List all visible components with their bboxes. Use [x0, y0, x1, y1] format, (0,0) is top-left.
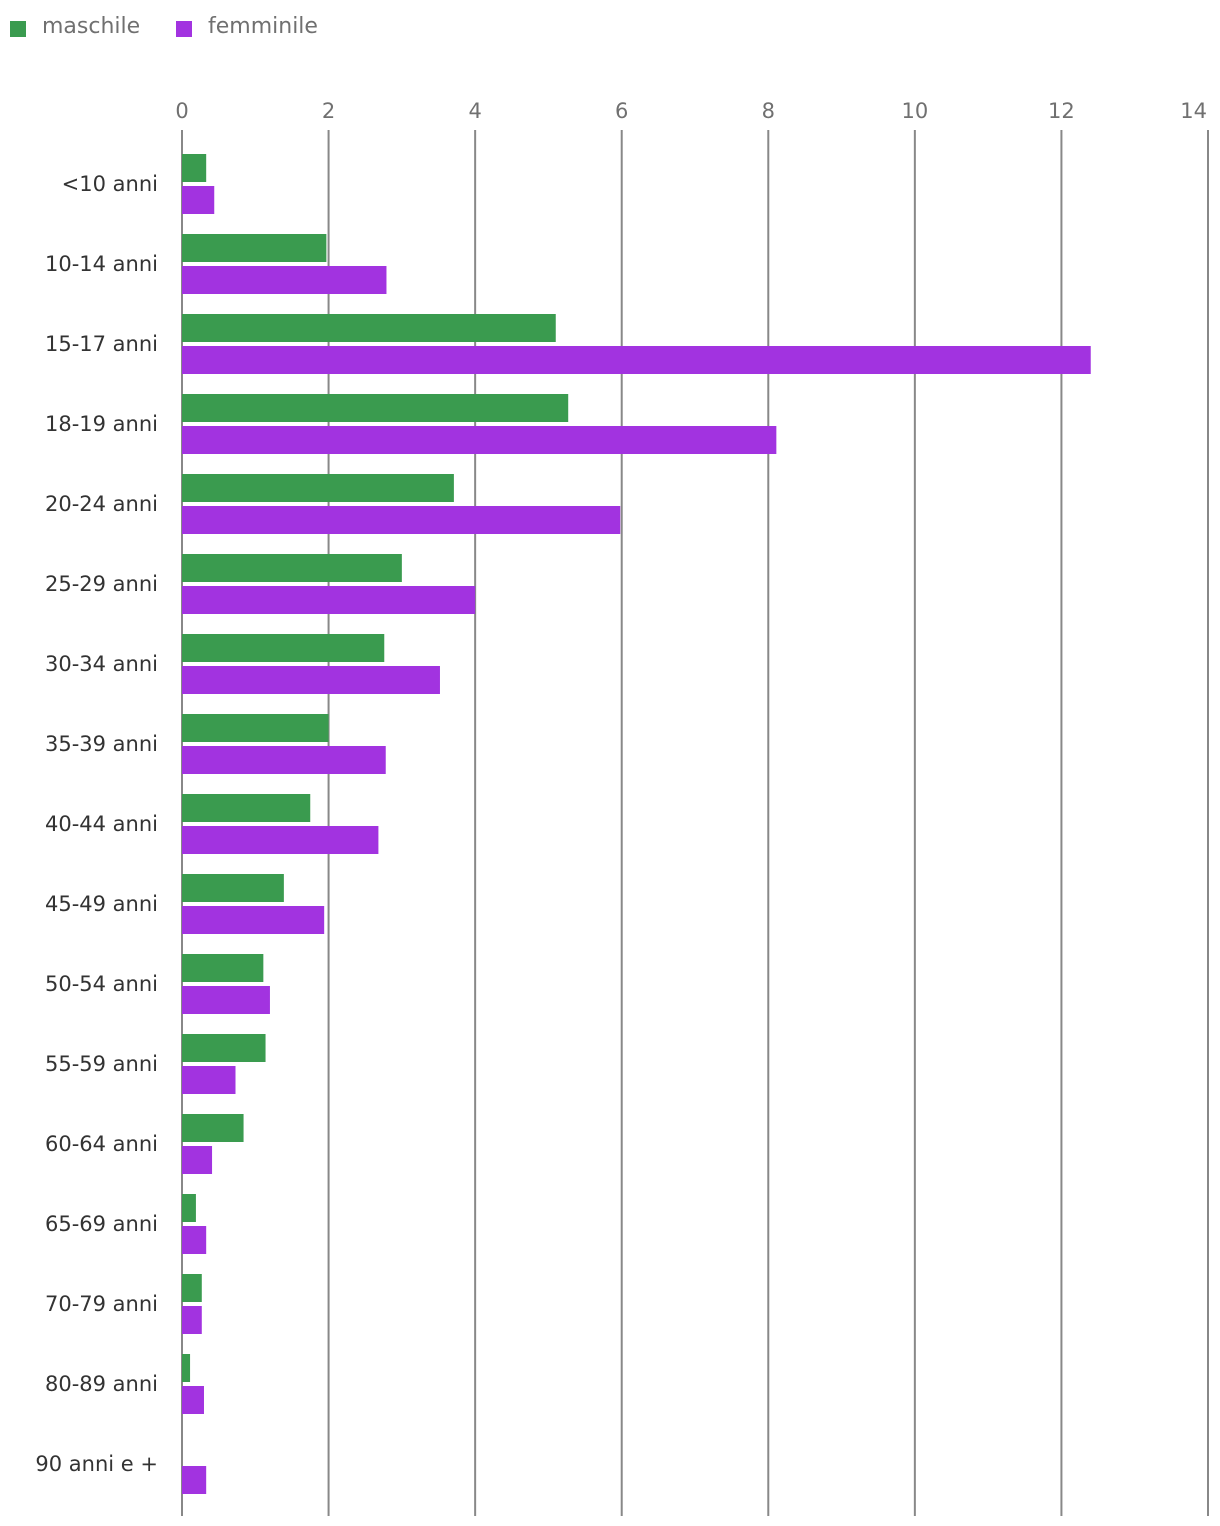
category-label-10: 50-54 anni	[45, 972, 158, 996]
bar-maschile-10	[182, 954, 264, 982]
category-label-2: 15-17 anni	[45, 332, 158, 356]
bar-femminile-6	[182, 666, 440, 694]
category-label-8: 40-44 anni	[45, 812, 158, 836]
bar-maschile-3	[182, 394, 569, 422]
category-label-5: 25-29 anni	[45, 572, 158, 596]
bar-maschile-2	[182, 314, 556, 342]
bar-maschile-6	[182, 634, 385, 662]
x-tick-label-14: 14	[1180, 99, 1207, 123]
category-label-0: <10 anni	[62, 172, 158, 196]
x-tick-label-6: 6	[615, 99, 628, 123]
bar-femminile-15	[182, 1386, 204, 1414]
bar-femminile-8	[182, 826, 379, 854]
bar-maschile-8	[182, 794, 311, 822]
bars	[182, 154, 1091, 1494]
x-axis-ticks: 0 2 4 6 8 10 12 14	[175, 99, 1207, 123]
bar-femminile-0	[182, 186, 215, 214]
bar-femminile-12	[182, 1146, 213, 1174]
bar-femminile-3	[182, 426, 777, 454]
category-label-15: 80-89 anni	[45, 1372, 158, 1396]
category-label-3: 18-19 anni	[45, 412, 158, 436]
category-label-9: 45-49 anni	[45, 892, 158, 916]
bar-femminile-7	[182, 746, 386, 774]
bar-maschile-15	[182, 1354, 191, 1382]
bar-femminile-16	[182, 1466, 207, 1494]
x-tick-label-12: 12	[1048, 99, 1075, 123]
category-label-6: 30-34 anni	[45, 652, 158, 676]
category-label-16: 90 anni e +	[35, 1452, 158, 1476]
bar-maschile-4	[182, 474, 454, 502]
bar-femminile-14	[182, 1306, 202, 1334]
category-label-14: 70-79 anni	[45, 1292, 158, 1316]
bar-maschile-0	[182, 154, 207, 182]
category-label-13: 65-69 anni	[45, 1212, 158, 1236]
bar-femminile-4	[182, 506, 621, 534]
bar-femminile-10	[182, 986, 270, 1014]
bar-femminile-13	[182, 1226, 207, 1254]
x-tick-label-0: 0	[175, 99, 188, 123]
bar-femminile-1	[182, 266, 387, 294]
x-tick-label-10: 10	[901, 99, 928, 123]
bar-maschile-7	[182, 714, 329, 742]
x-tick-label-8: 8	[762, 99, 775, 123]
category-label-11: 55-59 anni	[45, 1052, 158, 1076]
category-label-12: 60-64 anni	[45, 1132, 158, 1156]
category-label-1: 10-14 anni	[45, 252, 158, 276]
category-label-7: 35-39 anni	[45, 732, 158, 756]
bar-maschile-5	[182, 554, 402, 582]
bar-maschile-9	[182, 874, 284, 902]
bar-femminile-5	[182, 586, 476, 614]
x-tick-label-2: 2	[322, 99, 335, 123]
legend: maschile femminile	[10, 14, 318, 39]
legend-label-maschile: maschile	[42, 14, 140, 39]
bar-femminile-2	[182, 346, 1091, 374]
legend-swatch-maschile	[10, 21, 26, 37]
bar-maschile-14	[182, 1274, 202, 1302]
bar-maschile-12	[182, 1114, 244, 1142]
legend-swatch-femminile	[176, 21, 192, 37]
bar-femminile-11	[182, 1066, 236, 1094]
legend-label-femminile: femminile	[208, 14, 318, 39]
bar-femminile-9	[182, 906, 325, 934]
bar-maschile-1	[182, 234, 327, 262]
category-labels: <10 anni 10-14 anni 15-17 anni 18-19 anni 20…	[35, 172, 158, 1476]
bar-maschile-11	[182, 1034, 266, 1062]
category-label-4: 20-24 anni	[45, 492, 158, 516]
x-tick-label-4: 4	[468, 99, 481, 123]
bar-maschile-13	[182, 1194, 196, 1222]
